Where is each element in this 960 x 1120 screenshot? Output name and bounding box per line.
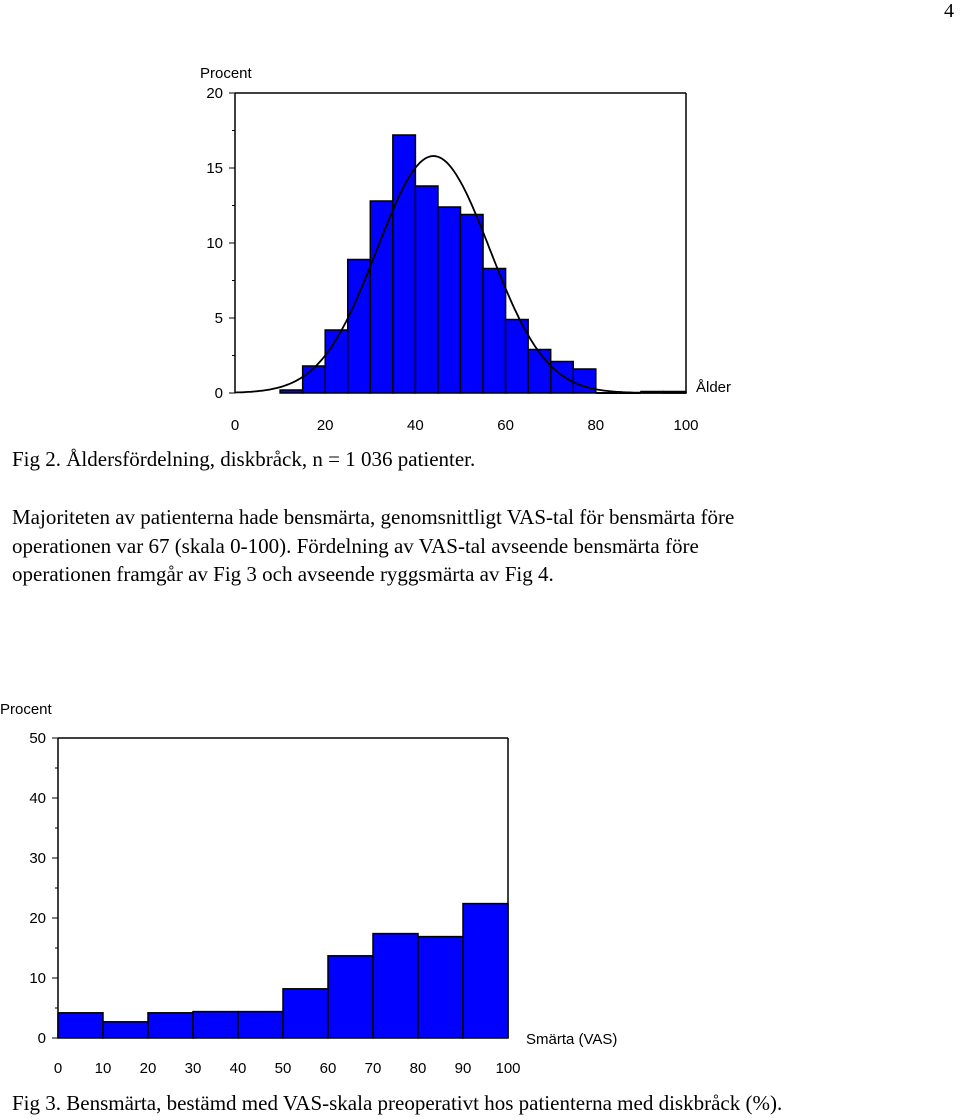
x-tick-label: 20 [317, 417, 334, 434]
histogram-bar [417, 935, 464, 1039]
y-axis-label: Procent [200, 65, 253, 82]
histogram-bar [57, 1012, 104, 1039]
normal-distribution-curve [234, 155, 686, 394]
figure-3-caption: Fig 3. Bensmärta, bestämd med VAS-skala … [12, 1091, 783, 1115]
x-tick-label: 10 [95, 1060, 112, 1077]
x-tick-label: 90 [455, 1060, 472, 1077]
y-tick-label: 20 [206, 85, 223, 102]
body-line: operationen var 67 (skala 0-100). Fördel… [12, 533, 699, 558]
histogram-bar [327, 955, 374, 1039]
y-tick-label: 50 [29, 730, 46, 747]
x-axis-label: Smärta (VAS) [526, 1031, 617, 1048]
x-tick-label: 70 [365, 1060, 382, 1077]
histogram-bar [237, 1010, 284, 1039]
figure-2-caption: Fig 2. Åldersfördelning, diskbråck, n = … [12, 447, 476, 471]
y-tick-label: 10 [29, 970, 46, 987]
x-tick-label: 0 [231, 417, 239, 434]
histogram-bar [282, 988, 329, 1039]
x-tick-label: 30 [185, 1060, 202, 1077]
histogram-bar [372, 932, 419, 1039]
x-axis-label: Ålder [696, 379, 731, 396]
y-tick-label: 5 [215, 310, 223, 327]
histogram-bar [147, 1012, 194, 1039]
y-tick-label: 15 [206, 160, 223, 177]
body-line: Majoriteten av patienterna hade bensmärt… [12, 505, 735, 529]
x-tick-label: 100 [673, 417, 698, 434]
x-tick-label: 80 [587, 417, 604, 434]
histogram-bar [102, 1021, 149, 1039]
x-tick-label: 80 [410, 1060, 427, 1077]
x-tick-label: 20 [140, 1060, 157, 1077]
y-tick-label: 0 [215, 385, 223, 402]
y-tick-label: 40 [29, 790, 46, 807]
y-tick-label: 0 [38, 1030, 46, 1047]
histogram-bar [462, 902, 509, 1039]
body-paragraph: Majoriteten av patienterna hade bensmärt… [12, 503, 952, 589]
y-axis-label: Procent [0, 701, 53, 718]
x-tick-label: 40 [407, 417, 424, 434]
x-tick-label: 60 [320, 1060, 337, 1077]
x-tick-label: 0 [54, 1060, 62, 1077]
y-tick-label: 10 [206, 235, 223, 252]
histogram-bar [192, 1010, 239, 1039]
x-tick-label: 100 [495, 1060, 520, 1077]
x-tick-label: 50 [275, 1060, 292, 1077]
histogram-bar [572, 368, 597, 394]
page-number: 4 [944, 0, 954, 22]
y-tick-label: 20 [29, 910, 46, 927]
body-line: operationen framgår av Fig 3 och avseend… [12, 562, 554, 586]
y-tick-label: 30 [29, 850, 46, 867]
x-tick-label: 60 [497, 417, 514, 434]
x-tick-label: 40 [230, 1060, 247, 1077]
